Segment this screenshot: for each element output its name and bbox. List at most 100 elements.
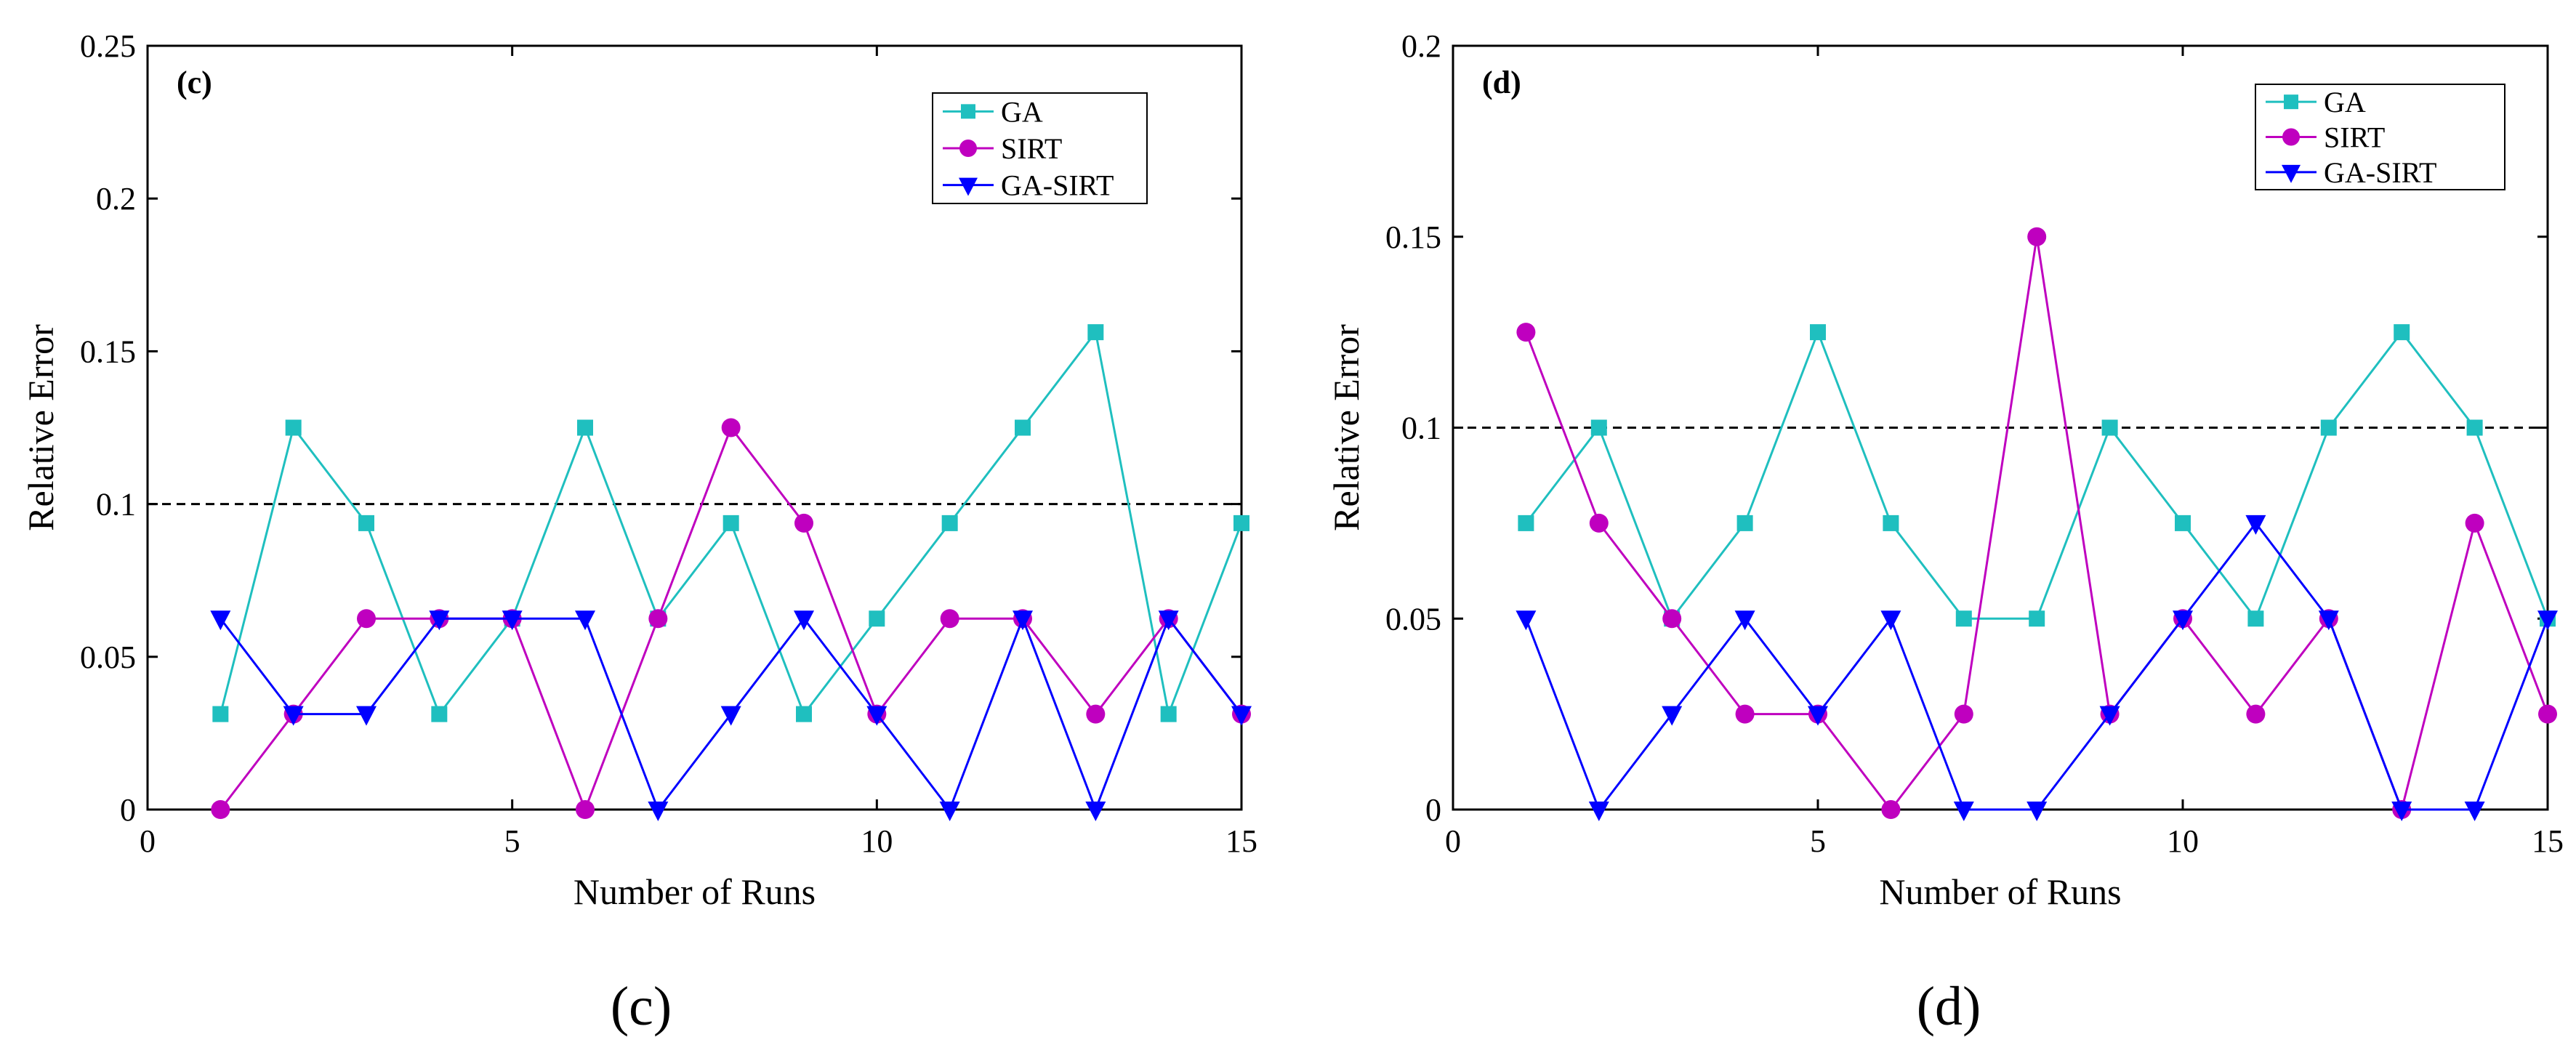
data-point — [210, 610, 231, 631]
data-point — [2538, 704, 2557, 724]
x-tick-label: 10 — [2167, 823, 2199, 859]
data-point — [2466, 419, 2483, 436]
data-point — [1808, 706, 1828, 726]
data-point — [796, 706, 812, 722]
data-point — [1953, 802, 1974, 821]
x-axis-label: Number of Runs — [573, 871, 816, 912]
data-point — [2247, 610, 2264, 627]
data-point — [1955, 610, 1972, 627]
y-axis-label: Relative Error — [20, 324, 61, 531]
data-point — [1735, 704, 1755, 724]
data-point — [2026, 802, 2048, 821]
legend-entry: SIRT — [2324, 121, 2385, 154]
data-point — [2394, 324, 2410, 341]
data-point — [1954, 704, 1973, 724]
data-point — [2246, 704, 2266, 724]
legend-entry: GA — [2324, 86, 2366, 118]
data-point — [1085, 802, 1106, 821]
chart-panel-c: 0 0.05 0.1 0.15 0.2 0.25 0 5 10 15 Number of Runs R… — [20, 28, 1257, 1037]
y-tick-label: 0.15 — [80, 334, 136, 369]
data-point — [794, 513, 813, 533]
data-point — [502, 610, 523, 631]
data-point — [940, 609, 959, 629]
data-point — [212, 706, 229, 722]
series-ga-sirt — [210, 610, 1252, 821]
y-tick-label: 0.1 — [96, 487, 136, 523]
data-point — [211, 800, 230, 819]
y-tick-label: 0.05 — [80, 640, 136, 675]
figure-caption: (d) — [1917, 976, 1981, 1037]
data-point — [1589, 513, 1609, 533]
data-point — [575, 610, 595, 631]
data-point — [2391, 802, 2412, 821]
data-point — [1734, 610, 1755, 631]
legend-marker — [959, 140, 977, 157]
data-point — [941, 515, 958, 531]
chart-panel-d: 0 0.05 0.1 0.15 0.2 0 5 10 15 Number of Runs Relat… — [1326, 28, 2564, 1037]
x-tick-label: 0 — [140, 823, 156, 859]
y-axis-label: Relative Error — [1326, 324, 1367, 531]
data-point — [1880, 610, 1901, 631]
y-tick-label: 0.1 — [1401, 411, 1441, 446]
legend-marker — [2284, 94, 2298, 110]
series-ga — [1518, 324, 2556, 627]
data-point — [866, 706, 887, 726]
data-point — [1883, 515, 1899, 531]
data-point — [1590, 419, 1607, 436]
data-point — [358, 515, 374, 531]
series-ga-sirt — [1516, 515, 2558, 821]
panel-label: (c) — [177, 65, 212, 100]
figure-caption: (c) — [611, 976, 672, 1037]
y-tick-label: 0.05 — [1385, 601, 1441, 637]
x-tick-label: 15 — [2532, 823, 2564, 859]
legend-marker — [961, 104, 975, 119]
x-tick-label: 15 — [1225, 823, 1257, 859]
data-point — [1015, 419, 1031, 436]
data-point — [431, 706, 448, 722]
data-point — [1087, 324, 1104, 341]
data-point — [723, 515, 739, 531]
data-point — [2465, 513, 2484, 533]
data-point — [1736, 515, 1753, 531]
data-point — [2029, 610, 2045, 627]
data-point — [1013, 610, 1033, 631]
data-point — [1810, 324, 1826, 341]
data-point — [721, 418, 741, 437]
data-point — [1231, 706, 1252, 726]
y-tick-label: 0.2 — [96, 181, 136, 217]
data-point — [648, 609, 668, 629]
y-tick-label: 0.25 — [80, 28, 136, 64]
data-point — [2320, 419, 2337, 436]
legend-entry: SIRT — [1001, 132, 1062, 165]
data-point — [2027, 227, 2047, 246]
legend-marker — [2282, 164, 2301, 183]
data-point — [1516, 323, 1536, 342]
y-tick-label: 0 — [120, 792, 136, 828]
legend-entry: GA — [1001, 95, 1043, 128]
y-tick-label: 0.2 — [1401, 28, 1441, 64]
legend-entry: GA-SIRT — [1001, 169, 1114, 202]
data-point — [576, 800, 595, 819]
data-point — [2175, 515, 2191, 531]
legend-marker — [959, 177, 978, 196]
data-point — [2099, 706, 2120, 726]
panel-label: (d) — [1482, 65, 1521, 100]
data-point — [939, 802, 960, 821]
x-tick-label: 5 — [504, 823, 520, 859]
x-axis-label: Number of Runs — [1879, 871, 2121, 912]
data-point — [283, 706, 304, 726]
x-tick-label: 10 — [861, 823, 893, 859]
legend-marker — [2282, 128, 2300, 146]
data-point — [648, 802, 669, 821]
data-point — [720, 706, 741, 726]
data-point — [577, 419, 593, 436]
data-point — [2464, 802, 2485, 821]
data-point — [429, 610, 450, 631]
data-point — [1086, 704, 1106, 724]
data-point — [869, 610, 885, 627]
data-point — [1518, 515, 1534, 531]
data-point — [1662, 609, 1682, 629]
data-point — [794, 610, 814, 631]
data-point — [1516, 610, 1537, 631]
